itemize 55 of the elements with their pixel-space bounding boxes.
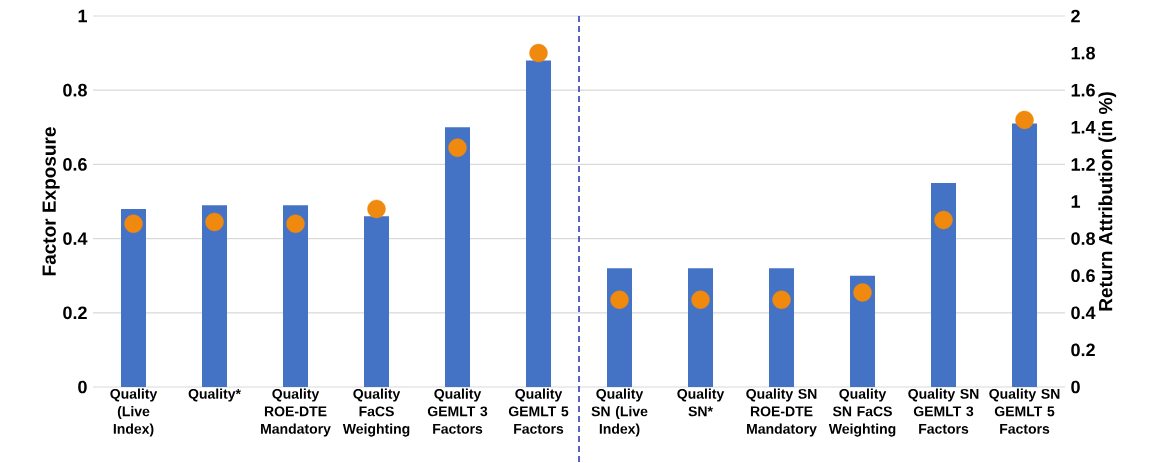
bar [445, 127, 471, 388]
y-tick-label: 0.4 [63, 232, 88, 246]
x-tick-label: Quality SN GEMLT 5 Factors [989, 388, 1060, 434]
y2-tick-label: 0.2 [1071, 343, 1095, 357]
bar [607, 268, 633, 388]
point [286, 214, 305, 234]
y2-tick-label: 2 [1071, 9, 1080, 23]
bar [121, 209, 147, 388]
x-tick-label: Quality SN ROE-DTE Mandatory [746, 388, 817, 437]
point [934, 210, 953, 230]
bar [364, 216, 390, 388]
bar [931, 183, 957, 388]
y2-tick-label: 0 [1071, 380, 1080, 394]
y2-tick-label: 0.4 [1071, 306, 1096, 320]
y-tick-label: 0.2 [63, 306, 87, 320]
bar [526, 60, 552, 388]
x-tick-label: Quality SN GEMLT 3 Factors [908, 388, 979, 434]
point [610, 290, 629, 310]
y2-tick-label: 1.2 [1071, 158, 1095, 171]
y-tick-label: 0 [78, 380, 87, 394]
point [367, 199, 386, 219]
x-tick-label: Quality SN FaCS Weighting [828, 388, 896, 437]
bar [1012, 123, 1038, 388]
bar [202, 205, 228, 388]
bar [850, 275, 876, 388]
point [772, 290, 791, 310]
y2-tick-label: 1 [1071, 195, 1081, 208]
bar [769, 268, 795, 388]
x-tick-label: Quality SN* [677, 388, 725, 417]
y2-axis-title: Return Attribution (in %) [1098, 92, 1117, 311]
y-tick-label: 0.8 [63, 83, 87, 97]
y2-tick-label: 0.6 [1071, 269, 1095, 283]
y2-tick-label: 1.6 [1071, 83, 1095, 97]
y2-tick-label: 1.8 [1071, 46, 1095, 60]
x-tick-label: Quality ROE-DTE Mandatory [261, 388, 331, 437]
x-tick-label: Quality FaCS Weighting [342, 388, 410, 437]
x-tick-label: Quality SN (Live Index) [591, 388, 648, 437]
y-axis-title: Factor Exposure [42, 127, 60, 276]
bar [688, 268, 714, 388]
point [124, 214, 143, 234]
y-tick-label: 1 [78, 9, 87, 23]
x-tick-label: Quality (Live Index) [110, 388, 158, 437]
y2-tick-label: 1.4 [1071, 121, 1096, 134]
x-tick-label: Quality* [188, 388, 241, 402]
x-tick-label: Quality GEMLT 3 Factors [427, 388, 488, 434]
bar [283, 205, 309, 388]
y-tick-label: 0.6 [63, 158, 87, 171]
point [205, 212, 224, 232]
x-tick-label: Quality GEMLT 5 Factors [508, 388, 569, 434]
y2-tick-label: 0.8 [1071, 232, 1095, 246]
point [448, 138, 467, 158]
point [529, 44, 548, 63]
point [691, 290, 710, 310]
point [853, 283, 872, 302]
point [1015, 110, 1034, 130]
